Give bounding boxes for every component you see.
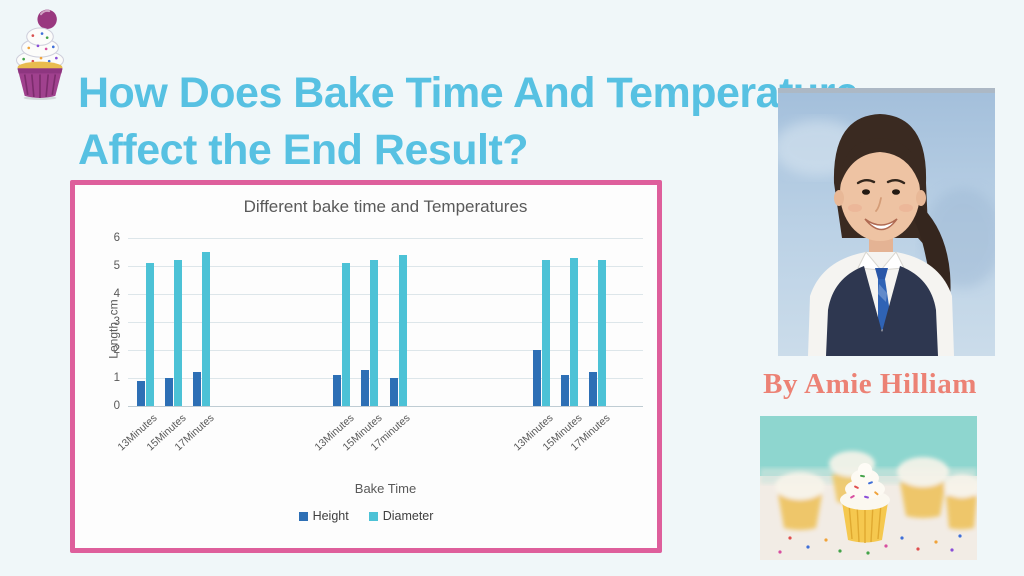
y-tick-label-5: 5	[113, 260, 120, 272]
gridline-y-6	[128, 238, 643, 239]
bar-diameter	[570, 257, 579, 406]
y-tick-label-1: 1	[113, 372, 120, 384]
cupcake-icon	[15, 9, 65, 100]
chart-title: Different bake time and Temperatures	[243, 197, 528, 216]
legend-label: Diameter	[382, 509, 434, 523]
bar-diameter	[598, 260, 607, 406]
cupcakes-photo	[760, 416, 977, 560]
y-tick-label-0: 0	[113, 400, 120, 412]
bar-height	[361, 369, 370, 406]
x-axis-label: Bake Time	[354, 481, 417, 496]
gridline-y-3	[128, 322, 643, 323]
gridline-y-4	[128, 294, 643, 295]
legend-label: Height	[312, 509, 349, 523]
bar-pair: 17Minutes	[172, 238, 216, 453]
bar-height	[561, 375, 570, 406]
chart-legend: Height Diameter	[75, 509, 657, 523]
title-line-2: Affect the End Result?	[78, 125, 529, 174]
bar-group-2: 13Minutes 15Minutes 17minutes	[312, 238, 413, 453]
bar-diameter	[370, 260, 379, 406]
bar-diameter	[202, 252, 211, 406]
bar-pair: 13Minutes	[312, 238, 356, 453]
bar-height	[136, 380, 145, 406]
bar-diameter	[174, 260, 183, 406]
bar-height	[165, 378, 174, 406]
legend-item-height: Height	[298, 509, 349, 523]
bar-height	[389, 378, 398, 406]
legend-swatch-icon	[298, 511, 308, 521]
cherry-icon	[37, 9, 57, 29]
legend-item-diameter: Diameter	[368, 509, 434, 523]
student-photo	[778, 88, 995, 356]
y-tick-label-4: 4	[113, 288, 120, 300]
byline: By Amie Hilliam	[763, 368, 977, 400]
y-tick-label-2: 2	[113, 344, 120, 356]
bar-height	[332, 375, 341, 406]
bar-pair: 13Minutes	[512, 238, 556, 453]
bar-diameter	[145, 263, 154, 406]
bar-pair: 15Minutes	[540, 238, 584, 453]
plot-area: Length cm 6 5 4 3 2 1 0 13Minutes 15Minutes 17Min…	[107, 232, 643, 453]
front-sprinkles	[850, 474, 879, 499]
gridline-y-5	[128, 266, 643, 267]
page-title: How Does Bake Time And Temperature Affec…	[78, 65, 978, 179]
bar-pair: 13Minutes	[116, 238, 160, 453]
legend-swatch-icon	[368, 511, 378, 521]
bar-height	[589, 372, 598, 406]
gridline-y-1	[128, 378, 643, 379]
chart-panel: Different bake time and Temperatures Len…	[70, 180, 662, 553]
front-cupcake	[840, 463, 890, 543]
bar-pair: 15Minutes	[144, 238, 188, 453]
bar-diameter	[341, 263, 350, 406]
title-line-1: How Does Bake Time And Temperature	[78, 68, 859, 117]
y-tick-label-3: 3	[113, 316, 120, 328]
sprinkles	[22, 32, 58, 63]
gridline-y-2	[128, 350, 643, 351]
bar-diameter	[541, 260, 550, 406]
y-tick-label-6: 6	[113, 232, 120, 244]
bar-diameter	[398, 254, 407, 406]
bar-group-1: 13Minutes 15Minutes 17Minutes	[116, 238, 216, 453]
table-sprinkles	[778, 534, 962, 555]
bar-group-3: 13Minutes 15Minutes 17Minutes	[512, 238, 612, 453]
gridline-y-0	[128, 406, 643, 407]
bar-pair: 17minutes	[369, 238, 413, 453]
bar-height	[193, 372, 202, 406]
bar-pair: 15Minutes	[340, 238, 384, 453]
bar-height	[532, 350, 541, 406]
bar-pair: 17Minutes	[568, 238, 612, 453]
